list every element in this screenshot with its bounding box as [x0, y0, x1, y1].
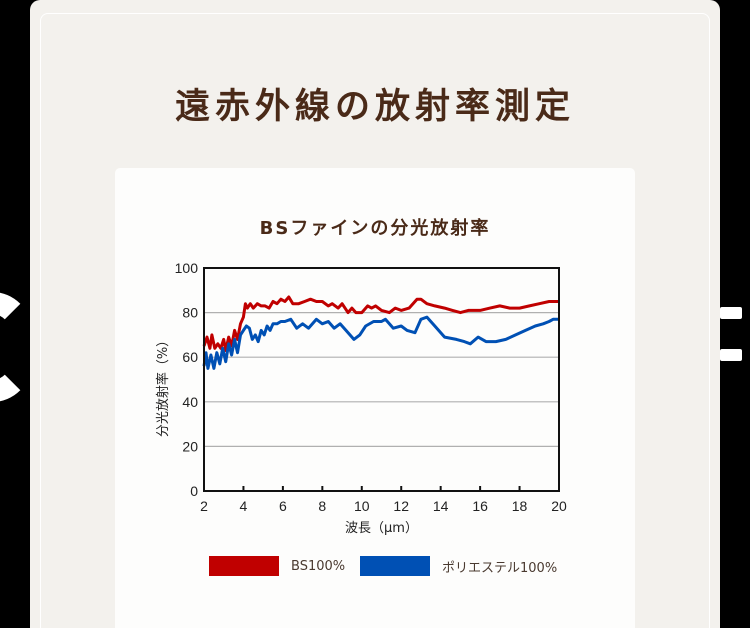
legend-label: ポリエステル100%: [442, 560, 558, 576]
y-tick-label: 60: [182, 349, 198, 365]
legend-swatch-red: [209, 556, 279, 576]
chart-title: BSファインの分光放射率: [259, 218, 491, 239]
x-tick-label: 16: [472, 498, 488, 514]
y-tick-label: 20: [182, 438, 198, 454]
legend-item-polyester100: ポリエステル100%: [360, 556, 557, 576]
plot-area-frame: [203, 267, 560, 492]
background-decoration: [720, 349, 742, 361]
chart-series: [202, 295, 559, 370]
series-line: [202, 315, 559, 370]
y-tick-label: 100: [175, 260, 199, 276]
chart-gridlines: [204, 312, 559, 447]
series-line: [202, 295, 559, 352]
y-axis-title: 分光放射率（%）: [155, 334, 171, 437]
page-title: 遠赤外線の放射率測定: [174, 87, 575, 127]
x-tick-label: 12: [393, 498, 409, 514]
x-tick-label: 6: [279, 498, 287, 514]
chart-card: [115, 168, 635, 628]
x-tick-label: 2: [200, 498, 208, 514]
x-tick-label: 10: [354, 498, 370, 514]
y-axis: 0 20 40 60 80 100: [175, 260, 199, 499]
x-axis-title: 波長（μm）: [345, 521, 418, 536]
x-tick-label: 14: [433, 498, 449, 514]
legend-label: BS100%: [291, 558, 346, 574]
x-tick-label: 18: [512, 498, 528, 514]
x-tick-label: 20: [551, 498, 567, 514]
y-tick-label: 80: [182, 305, 198, 321]
x-tick-label: 8: [318, 498, 326, 514]
background-decoration: [720, 307, 742, 319]
x-axis: 2 4 6 8 10 12 14 16 18 20: [200, 486, 567, 514]
legend-swatch-blue: [360, 556, 430, 576]
legend-item-bs100: BS100%: [209, 556, 345, 576]
section-frame: [40, 13, 710, 628]
y-tick-label: 0: [190, 483, 198, 499]
y-tick-label: 40: [182, 394, 198, 410]
x-tick-label: 4: [240, 498, 248, 514]
